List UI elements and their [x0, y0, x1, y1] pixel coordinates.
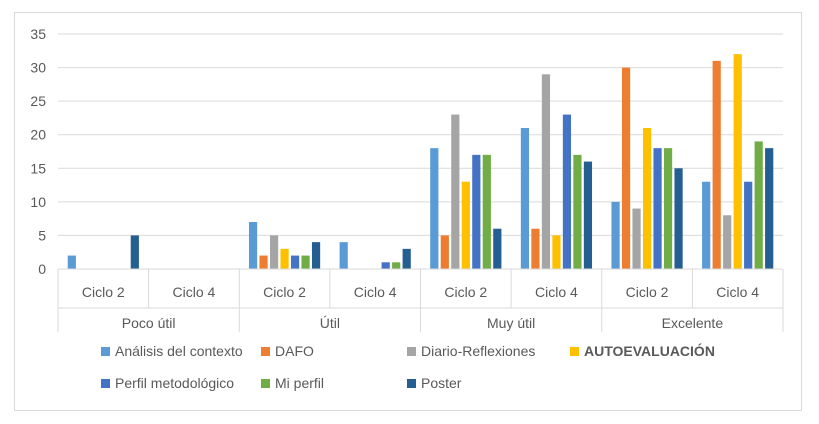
legend-swatch [261, 379, 270, 388]
x-tick-label: Ciclo 2 [626, 284, 669, 300]
bar [482, 154, 491, 269]
legend-item: Perfil metodológico [101, 375, 234, 391]
legend-label: Poster [421, 375, 462, 391]
bar [430, 148, 439, 269]
legend-item: Poster [407, 375, 462, 391]
legend-label: DAFO [275, 343, 314, 359]
legend-item: DAFO [261, 343, 314, 359]
bar [653, 148, 662, 269]
bar [642, 128, 652, 269]
bar [311, 242, 321, 269]
bar [744, 181, 753, 269]
legend-swatch [101, 379, 110, 388]
x-group-label: Excelente [662, 315, 724, 331]
bar [67, 255, 76, 269]
x-group-label: Muy útil [487, 315, 535, 331]
bar [702, 181, 711, 269]
legend-swatch [570, 347, 579, 356]
legend-swatch [407, 347, 416, 356]
legend-swatch [407, 379, 416, 388]
x-tick-label: Ciclo 4 [535, 284, 578, 300]
bar [461, 181, 470, 269]
bar [632, 208, 641, 269]
y-tick-label: 0 [38, 261, 46, 277]
y-tick-label: 35 [30, 26, 46, 42]
legend-label: Análisis del contexto [115, 343, 243, 359]
bar [451, 114, 460, 269]
x-tick-label: Ciclo 4 [173, 284, 216, 300]
x-tick-label: Ciclo 2 [82, 284, 125, 300]
legend-item: Diario-Reflexiones [407, 343, 535, 359]
y-tick-label: 10 [30, 194, 46, 210]
y-tick-label: 20 [30, 127, 46, 143]
y-tick-label: 30 [30, 60, 46, 76]
chart-frame: 0 5 10 15 20 25 30 35 Ciclo 2 Ciclo 4 Ciclo 2 Ciclo… [14, 12, 802, 411]
bar [674, 168, 683, 269]
y-tick-label: 5 [38, 227, 46, 243]
bars [67, 54, 774, 270]
bar [381, 262, 390, 269]
bar [611, 201, 620, 269]
bar [712, 60, 721, 269]
gridlines [58, 33, 783, 236]
legend-label: Mi perfil [275, 375, 324, 391]
bar [280, 248, 289, 269]
x-group-label: Útil [320, 315, 340, 331]
x-tick-label: Ciclo 4 [716, 284, 759, 300]
legend-item: Análisis del contexto [101, 343, 243, 359]
bar-chart: 0 5 10 15 20 25 30 35 Ciclo 2 Ciclo 4 Ciclo 2 Ciclo… [30, 26, 784, 391]
bar [723, 215, 732, 269]
legend-swatch [101, 347, 110, 356]
bar [754, 141, 763, 269]
bar [493, 228, 502, 269]
bar [440, 235, 449, 269]
legend-item: AUTOEVALUACIÓN [570, 342, 715, 359]
bar [402, 248, 411, 269]
y-tick-label: 15 [30, 160, 46, 176]
legend-item: Mi perfil [261, 375, 324, 391]
bar [248, 222, 258, 269]
bar [269, 235, 279, 269]
bar [573, 154, 582, 269]
bar [663, 148, 673, 269]
bar [339, 242, 348, 269]
bar [562, 114, 572, 269]
legend-swatch [261, 347, 270, 356]
bar [130, 235, 139, 269]
bar [541, 74, 551, 270]
bar [472, 154, 481, 269]
bar [733, 54, 742, 270]
legend-label: Diario-Reflexiones [421, 343, 535, 359]
bar [552, 235, 561, 269]
bar [520, 128, 530, 269]
axes: 0 5 10 15 20 25 30 35 Ciclo 2 Ciclo 4 Ciclo 2 Ciclo… [30, 26, 784, 332]
bar [621, 67, 631, 269]
bar [301, 255, 310, 269]
legend: Análisis del contexto DAFO Diario-Reflexio… [101, 342, 715, 391]
legend-label: Perfil metodológico [115, 375, 234, 391]
x-group-label: Poco útil [122, 315, 176, 331]
bar [765, 148, 774, 269]
x-tick-label: Ciclo 2 [263, 284, 306, 300]
bar [290, 255, 300, 269]
x-tick-label: Ciclo 4 [354, 284, 397, 300]
x-tick-label: Ciclo 2 [444, 284, 487, 300]
bar [583, 161, 593, 269]
bar [259, 255, 268, 269]
bar [392, 262, 401, 269]
bar [531, 228, 540, 269]
legend-label: AUTOEVALUACIÓN [584, 342, 715, 359]
y-tick-label: 25 [30, 93, 46, 109]
